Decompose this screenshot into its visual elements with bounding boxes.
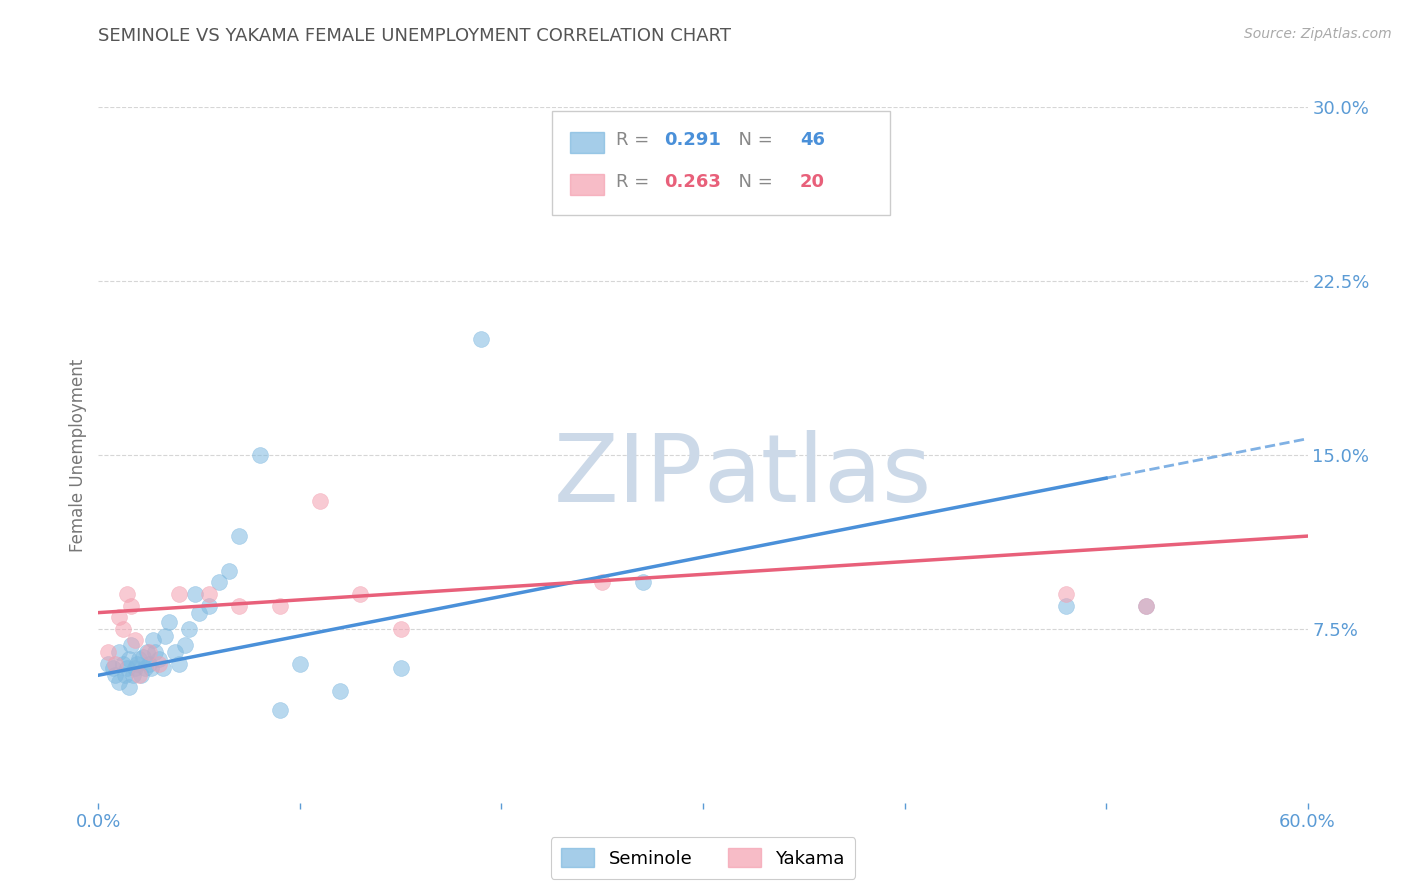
Point [103,668,125,682]
Point [389,661,412,675]
Point [1054,599,1077,613]
Point [163,645,186,659]
Point [198,599,221,613]
Point [132,649,155,664]
Point [249,448,271,462]
Point [288,657,311,671]
Point [139,661,162,675]
Point [148,652,170,666]
Point [124,661,146,675]
Point [228,529,250,543]
Point [470,332,492,346]
Point [111,622,134,636]
Text: N =: N = [727,173,779,191]
Point [591,575,613,590]
Point [107,610,129,624]
Point [309,494,332,508]
Text: 0.291: 0.291 [664,131,721,150]
Point [125,657,148,671]
Point [121,668,143,682]
Point [329,684,352,698]
FancyBboxPatch shape [569,174,603,194]
Point [389,622,412,636]
Point [128,668,150,682]
Point [97,645,120,659]
Point [179,622,201,636]
Point [349,587,371,601]
Point [107,675,129,690]
Point [269,599,291,613]
Point [167,587,190,601]
Point [208,575,231,590]
Point [198,587,221,601]
Point [167,657,190,671]
Point [114,668,136,682]
Point [128,652,150,666]
Point [138,657,160,671]
Point [174,638,197,652]
Text: 20: 20 [800,173,825,191]
Text: SEMINOLE VS YAKAMA FEMALE UNEMPLOYMENT CORRELATION CHART: SEMINOLE VS YAKAMA FEMALE UNEMPLOYMENT C… [98,27,731,45]
Point [1135,599,1157,613]
Point [120,638,142,652]
Point [103,657,125,671]
Point [269,703,291,717]
FancyBboxPatch shape [569,132,603,153]
Point [101,661,124,675]
Text: Source: ZipAtlas.com: Source: ZipAtlas.com [1244,27,1392,41]
Point [1054,587,1077,601]
Point [118,680,141,694]
Point [111,657,134,671]
Text: atlas: atlas [703,430,931,522]
Point [107,645,129,659]
Point [143,645,166,659]
Point [228,599,250,613]
Y-axis label: Female Unemployment: Female Unemployment [69,359,87,551]
Point [97,657,120,671]
Point [134,661,156,675]
Point [120,599,142,613]
Text: N =: N = [727,131,779,150]
Legend: Seminole, Yakama: Seminole, Yakama [551,838,855,879]
Text: 46: 46 [800,131,825,150]
Point [115,661,138,675]
Point [118,652,141,666]
Point [188,606,211,620]
Text: ZIP: ZIP [554,430,703,522]
Point [218,564,240,578]
Point [157,615,180,629]
Point [115,587,138,601]
Point [135,645,157,659]
Point [1135,599,1157,613]
FancyBboxPatch shape [553,111,890,215]
Point [129,668,152,682]
Text: 0.263: 0.263 [664,173,721,191]
Point [631,575,654,590]
Text: R =: R = [616,173,655,191]
Text: R =: R = [616,131,655,150]
Point [152,661,174,675]
Point [148,657,170,671]
Point [184,587,207,601]
Point [153,629,176,643]
Point [124,633,146,648]
Point [138,645,160,659]
Point [142,633,165,648]
